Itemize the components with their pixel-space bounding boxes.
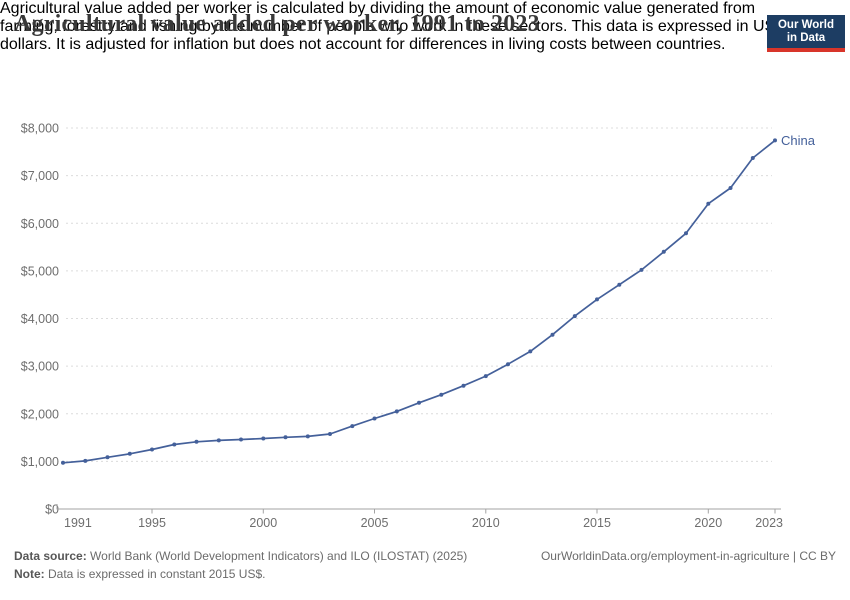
x-tick-label: 2015 (583, 516, 611, 530)
page-title: Agricultural value added per worker, 199… (14, 11, 540, 37)
data-point (595, 297, 599, 302)
data-point (550, 332, 555, 337)
data-point (506, 362, 510, 367)
data-point (61, 460, 65, 465)
x-axis (56, 504, 781, 510)
datasource-label: Data source: (14, 549, 87, 563)
data-point (194, 439, 199, 444)
y-tick-label: $7,000 (21, 169, 59, 183)
owid-logo-stripe (767, 48, 845, 52)
datasource-text: World Bank (World Development Indicators… (86, 549, 468, 563)
data-point (483, 374, 488, 379)
x-tick-label: 2010 (472, 516, 500, 530)
data-point (617, 282, 622, 287)
subtitle-line-1: Agricultural value added per worker is c… (0, 0, 756, 17)
subtitle-line-2: farming, forestry and fishing by the num… (0, 18, 776, 35)
data-point (706, 201, 711, 206)
x-tick-label: 2020 (694, 516, 722, 530)
data-point (639, 267, 644, 272)
data-point (773, 138, 777, 143)
data-point (372, 416, 377, 421)
data-point (439, 392, 444, 397)
note-label: Note: (14, 567, 45, 581)
owid-logo[interactable]: Our World in Data (767, 15, 845, 52)
data-point (684, 231, 688, 236)
owid-logo-line2: in Data (786, 32, 826, 44)
y-tick-label: $0 (45, 503, 59, 517)
line-chart: $0 $1,000 $2,000 $3,000 $4,000 $5,000 $6,000 $7… (21, 122, 816, 531)
data-line (62, 139, 776, 464)
x-tick-label: 2000 (249, 516, 277, 530)
data-point (261, 436, 266, 441)
y-tick-label: $8,000 (21, 122, 59, 136)
link-separator: | (789, 549, 800, 563)
y-tick-label: $4,000 (21, 312, 59, 326)
data-point (83, 458, 88, 463)
data-point (417, 400, 421, 405)
data-point (239, 437, 243, 442)
footer-row-note: Note: Data is expressed in constant 2015… (14, 565, 836, 583)
data-point (127, 451, 132, 456)
data-point (528, 349, 533, 354)
y-tick-label: $6,000 (21, 217, 59, 231)
data-point (283, 435, 288, 440)
data-point (394, 409, 399, 414)
data-point (305, 434, 310, 439)
data-point (105, 455, 110, 460)
footer-row-datasource: Data source: World Bank (World Developme… (14, 547, 836, 565)
series-end-label: China (781, 133, 816, 148)
chart-footer: Data source: World Bank (World Developme… (14, 547, 836, 583)
data-point (461, 383, 466, 388)
footer-links: OurWorldinData.org/employment-in-agricul… (541, 547, 836, 565)
y-tick-label: $5,000 (21, 264, 59, 278)
data-point (328, 432, 332, 436)
x-tick-label: 2005 (361, 516, 389, 530)
owid-url-link[interactable]: OurWorldinData.org/employment-in-agricul… (540, 549, 790, 563)
data-point (661, 249, 666, 254)
cc-by-link[interactable]: CC BY (799, 549, 836, 563)
data-point (172, 442, 177, 447)
x-tick-label: 1995 (138, 516, 166, 530)
y-tick-label: $3,000 (21, 360, 59, 374)
subtitle-line-3: dollars. It is adjusted for inflation bu… (0, 36, 726, 53)
owid-logo-line1: Our World (777, 19, 834, 31)
y-tick-label: $2,000 (21, 407, 59, 421)
note-text: Data is expressed in constant 2015 US$. (44, 567, 266, 581)
data-point (572, 314, 577, 319)
data-point (150, 447, 154, 452)
y-tick-label: $1,000 (21, 455, 59, 469)
x-tick-label: 1991 (64, 516, 92, 530)
data-point (728, 186, 733, 190)
x-tick-label: 2023 (755, 516, 783, 530)
data-point (750, 156, 755, 160)
data-point (350, 424, 355, 429)
data-point (216, 438, 221, 443)
